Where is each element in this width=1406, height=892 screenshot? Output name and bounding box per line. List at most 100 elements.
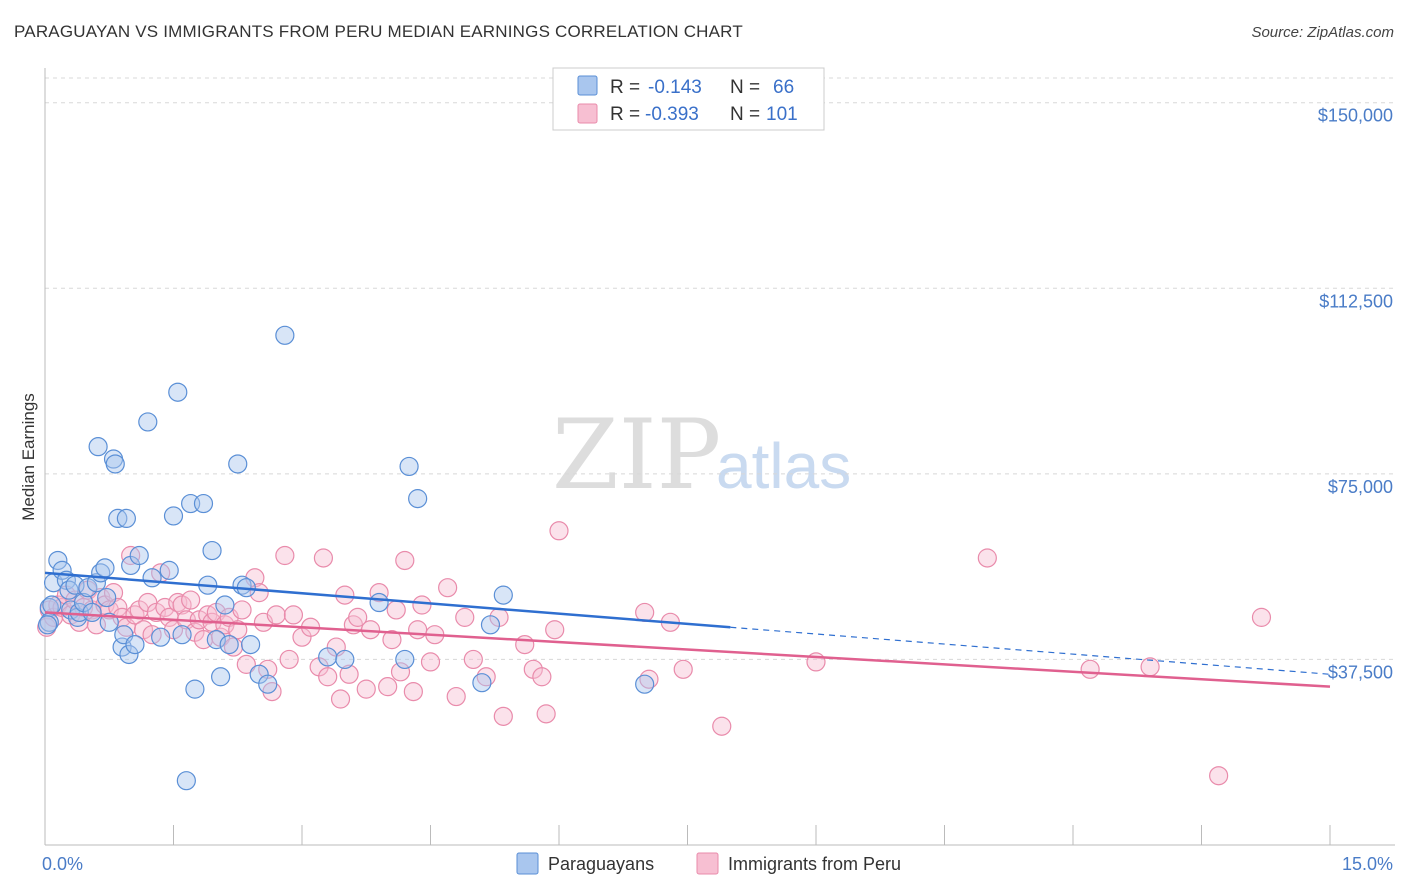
point-paraguayans (206, 630, 226, 650)
point-peru (339, 664, 359, 684)
point-peru (549, 521, 569, 541)
point-paraguayans (241, 634, 261, 655)
x-tick-label-max: 15.0% (1342, 854, 1393, 874)
tick-labels: $37,500 $75,000 $112,500 $150,000 0.0% 15.0% (42, 106, 1393, 874)
bottom-legend-label-paraguayans: Paraguayans (548, 854, 654, 874)
legend-r-value-1: -0.143 (648, 77, 702, 98)
point-peru (395, 550, 415, 571)
y-tick-label: $150,000 (1318, 106, 1393, 126)
point-paraguayans (176, 771, 196, 791)
legend-n-value-2: 101 (766, 104, 798, 125)
point-peru (455, 607, 475, 627)
point-paraguayans (142, 568, 162, 588)
point-peru (356, 679, 376, 699)
point-paraguayans (369, 592, 389, 613)
point-peru (228, 620, 248, 640)
point-paraguayans (82, 602, 102, 623)
y-tick-label: $75,000 (1328, 477, 1393, 497)
point-peru (236, 654, 256, 674)
point-paraguayans (635, 674, 655, 694)
trend-line-peru (44, 611, 1331, 688)
trend-line-paraguayans (44, 571, 731, 629)
series-peru-points (37, 521, 1272, 786)
point-peru (279, 649, 299, 670)
point-paraguayans (275, 325, 295, 345)
point-peru (283, 605, 304, 625)
point-peru (266, 605, 286, 625)
point-peru (977, 548, 997, 568)
x-tick-label-min: 0.0% (42, 854, 83, 874)
point-peru (493, 706, 513, 726)
point-peru (1209, 766, 1229, 786)
y-tick-label: $112,500 (1319, 291, 1393, 311)
point-paraguayans (116, 508, 136, 529)
point-paraguayans (215, 595, 235, 615)
correlation-legend: R = -0.143 N = 66 R = -0.393 N = 101 (552, 67, 825, 131)
point-paraguayans (119, 644, 139, 665)
legend-swatch-paraguayans (577, 75, 598, 96)
point-paraguayans (97, 587, 117, 608)
point-peru (446, 686, 466, 707)
legend-n-value-1: 66 (773, 77, 794, 98)
point-paraguayans (48, 550, 68, 571)
watermark-atlas: atlas (716, 430, 851, 502)
legend-n-label-1: N = (730, 77, 760, 98)
bottom-legend-swatch-peru (696, 852, 719, 875)
point-paraguayans (159, 560, 179, 580)
point-peru (412, 595, 432, 615)
point-peru (545, 620, 565, 640)
point-paraguayans (228, 454, 248, 474)
legend-r-label-2: R = (610, 104, 640, 125)
point-paraguayans (493, 585, 513, 605)
point-peru (1080, 659, 1100, 679)
point-peru (408, 620, 428, 640)
point-paraguayans (395, 649, 415, 670)
point-paraguayans (335, 649, 355, 670)
point-paraguayans (88, 437, 108, 457)
point-paraguayans (211, 667, 231, 687)
point-peru (275, 545, 295, 566)
point-paraguayans (172, 625, 192, 645)
point-peru (536, 704, 556, 724)
bottom-legend-label-peru: Immigrants from Peru (728, 854, 901, 874)
point-peru (403, 681, 423, 702)
point-peru (313, 548, 334, 568)
point-peru (1251, 607, 1272, 627)
point-peru (318, 667, 338, 687)
point-paraguayans (37, 615, 58, 635)
point-peru (463, 649, 483, 670)
point-paraguayans (408, 489, 428, 509)
legend-r-label-1: R = (610, 77, 640, 98)
point-peru (249, 583, 269, 603)
point-peru (438, 578, 458, 598)
point-paraguayans (95, 558, 115, 578)
series-legend: Paraguayans Immigrants from Peru (516, 852, 901, 875)
point-paraguayans (318, 647, 338, 667)
point-peru (386, 600, 406, 620)
point-paraguayans (125, 634, 145, 655)
point-paraguayans (99, 612, 119, 632)
legend-r-value-2: -0.393 (645, 104, 699, 125)
point-peru (382, 630, 402, 650)
point-paraguayans (151, 627, 171, 647)
y-tick-label: $37,500 (1328, 662, 1393, 682)
legend-box (552, 67, 825, 131)
point-paraguayans (193, 493, 214, 514)
axes (44, 68, 1395, 846)
point-peru (515, 634, 535, 655)
watermark-zip: ZIP (552, 399, 721, 511)
point-peru (369, 583, 389, 603)
point-peru (712, 716, 732, 736)
watermark: ZIP atlas (552, 399, 851, 511)
point-peru (330, 689, 351, 709)
point-paraguayans (399, 456, 419, 477)
point-paraguayans (138, 412, 158, 432)
point-peru (673, 659, 693, 679)
bottom-legend-swatch-paraguayans (516, 852, 539, 875)
series-paraguayans-points (37, 325, 655, 791)
point-paraguayans (258, 674, 278, 694)
point-paraguayans (129, 545, 149, 566)
trend-line-paraguayans-extension (730, 626, 1331, 675)
point-peru (420, 652, 441, 672)
